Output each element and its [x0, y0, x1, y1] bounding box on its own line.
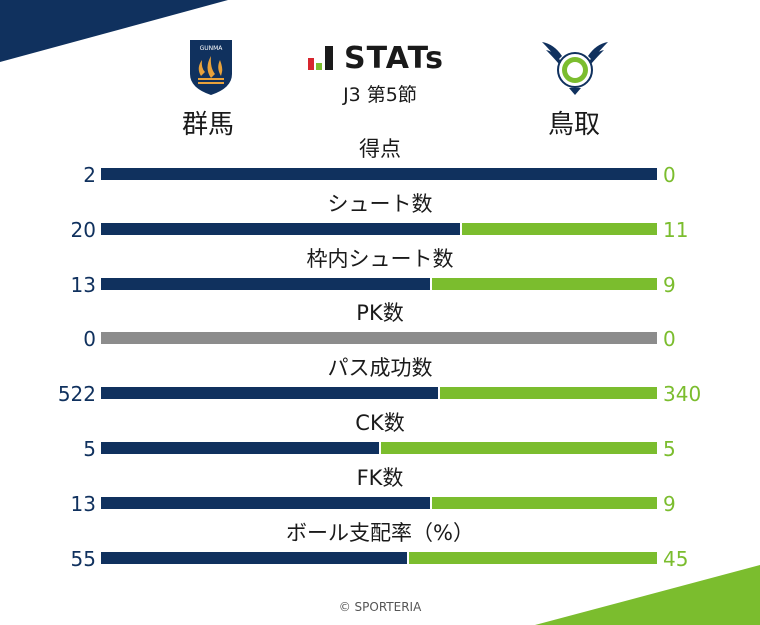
away-value: 9 — [663, 272, 676, 297]
away-value: 9 — [663, 491, 676, 516]
stat-row: 枠内シュート数 13 9 — [0, 246, 760, 300]
home-bar-segment — [101, 442, 379, 454]
home-bar-segment — [101, 332, 379, 345]
stat-label: 枠内シュート数 — [306, 246, 454, 271]
stat-row: パス成功数 522 340 — [0, 355, 760, 409]
stat-bar — [101, 168, 657, 180]
away-bar-segment — [381, 442, 657, 454]
stat-row: PK数 0 0 — [0, 300, 760, 354]
home-bar-segment — [101, 496, 430, 509]
home-bar-segment — [101, 387, 438, 400]
stat-bar — [101, 496, 657, 509]
home-value: 522 — [57, 382, 96, 407]
stat-row: 得点 2 0 — [0, 136, 760, 190]
stats-logo-icon — [308, 46, 336, 70]
home-bar-segment — [101, 222, 460, 235]
home-value: 2 — [83, 163, 96, 187]
home-value: 5 — [83, 437, 96, 461]
away-bar-segment — [440, 387, 657, 400]
away-bar-segment — [432, 277, 657, 290]
stats-brand: STATs — [308, 40, 444, 76]
home-team-crest-icon: GUNMA — [190, 40, 232, 95]
home-value: 13 — [70, 272, 96, 297]
stat-bar — [101, 442, 657, 454]
away-bar-segment — [462, 222, 657, 235]
stat-row: ボール支配率（%） 55 45 — [0, 520, 760, 574]
away-value: 5 — [663, 437, 676, 461]
away-team-crest-icon — [542, 42, 608, 95]
away-bar-segment — [379, 332, 657, 345]
stat-label: パス成功数 — [327, 356, 433, 381]
home-value: 20 — [70, 217, 96, 242]
stat-label: ボール支配率（%） — [286, 520, 474, 545]
stat-bar — [101, 222, 657, 235]
away-value: 340 — [663, 382, 702, 407]
stat-row: CK数 5 5 — [0, 410, 760, 464]
home-team-name: 群馬 — [182, 110, 235, 140]
brand-title: STATs — [344, 40, 444, 76]
away-bar-segment — [432, 496, 657, 509]
home-bar-segment — [101, 168, 657, 180]
away-value: 45 — [663, 546, 689, 571]
stat-bar — [101, 387, 657, 400]
away-value: 0 — [663, 327, 676, 352]
home-value: 0 — [83, 327, 96, 352]
home-value: 13 — [70, 491, 96, 516]
stat-label: 得点 — [359, 137, 401, 161]
home-bar-segment — [101, 551, 407, 564]
stat-label: PK数 — [356, 301, 404, 326]
stat-row: FK数 13 9 — [0, 465, 760, 519]
stat-label: CK数 — [355, 411, 405, 435]
away-value: 0 — [663, 163, 676, 187]
stat-row: シュート数 20 11 — [0, 191, 760, 245]
home-crest-text: GUNMA — [200, 45, 224, 52]
away-team-name: 鳥取 — [548, 110, 601, 140]
home-value: 55 — [70, 546, 96, 571]
stat-label: シュート数 — [327, 191, 433, 216]
away-bar-segment — [409, 551, 657, 564]
copyright: © SPORTERIA — [338, 600, 422, 614]
away-value: 11 — [663, 217, 689, 242]
stat-bar — [101, 332, 657, 345]
match-subtitle: J3 第5節 — [343, 84, 417, 106]
home-bar-segment — [101, 277, 430, 290]
stat-bar — [101, 277, 657, 290]
stat-bar — [101, 551, 657, 564]
stat-label: FK数 — [356, 465, 404, 490]
